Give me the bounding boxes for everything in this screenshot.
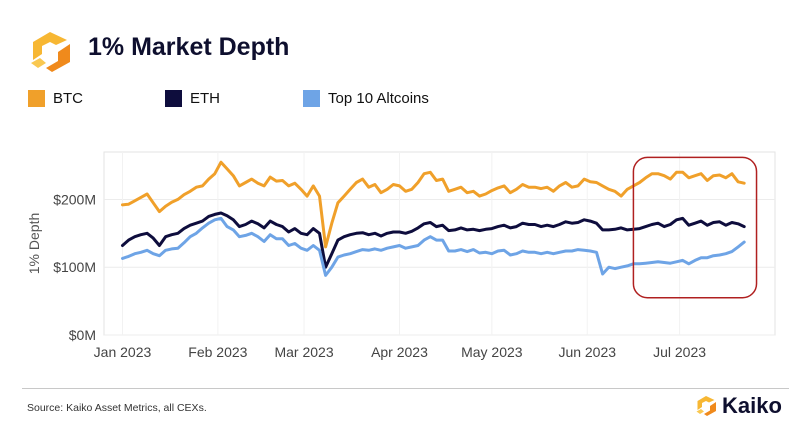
x-tick-label: Apr 2023 (371, 344, 428, 360)
brand-name: Kaiko (722, 393, 782, 418)
x-tick-label: Mar 2023 (274, 344, 333, 360)
series-line-top-10-altcoins (121, 216, 746, 277)
legend-swatch-eth (165, 90, 182, 107)
y-tick-label: $200M (53, 191, 96, 207)
x-tick-label: Feb 2023 (188, 344, 247, 360)
series-line-eth (121, 211, 746, 269)
x-tick-label: May 2023 (461, 344, 523, 360)
chart-legend: BTC ETH Top 10 Altcoins (28, 90, 788, 112)
x-tick-label: Jul 2023 (653, 344, 706, 360)
legend-label-btc: BTC (53, 90, 83, 107)
x-tick-label: Jan 2023 (94, 344, 152, 360)
y-axis-title: 1% Depth (26, 213, 42, 274)
legend-label-eth: ETH (190, 90, 220, 107)
x-tick-label: Jun 2023 (558, 344, 616, 360)
legend-swatch-altcoins (303, 90, 320, 107)
y-tick-label: $100M (53, 259, 96, 275)
page-title: 1% Market Depth (88, 33, 290, 61)
y-tick-label: $0M (69, 327, 96, 343)
legend-item-altcoins: Top 10 Altcoins (303, 90, 429, 107)
series-line-btc (121, 160, 746, 249)
brand: Kaiko (695, 393, 782, 419)
legend-label-altcoins: Top 10 Altcoins (328, 90, 429, 107)
footer-divider (22, 388, 789, 389)
kaiko-brand-icon (696, 396, 716, 416)
highlight-box (632, 156, 758, 299)
legend-item-btc: BTC (28, 90, 83, 107)
line-chart: $0M $100M $200M Jan 2023 Feb 2023 Mar 2023 Apr… (26, 151, 776, 360)
source-note: Source: Kaiko Asset Metrics, all CEXs. (27, 402, 207, 414)
legend-swatch-btc (28, 90, 45, 107)
kaiko-logo-icon (31, 32, 70, 72)
legend-item-eth: ETH (165, 90, 220, 107)
